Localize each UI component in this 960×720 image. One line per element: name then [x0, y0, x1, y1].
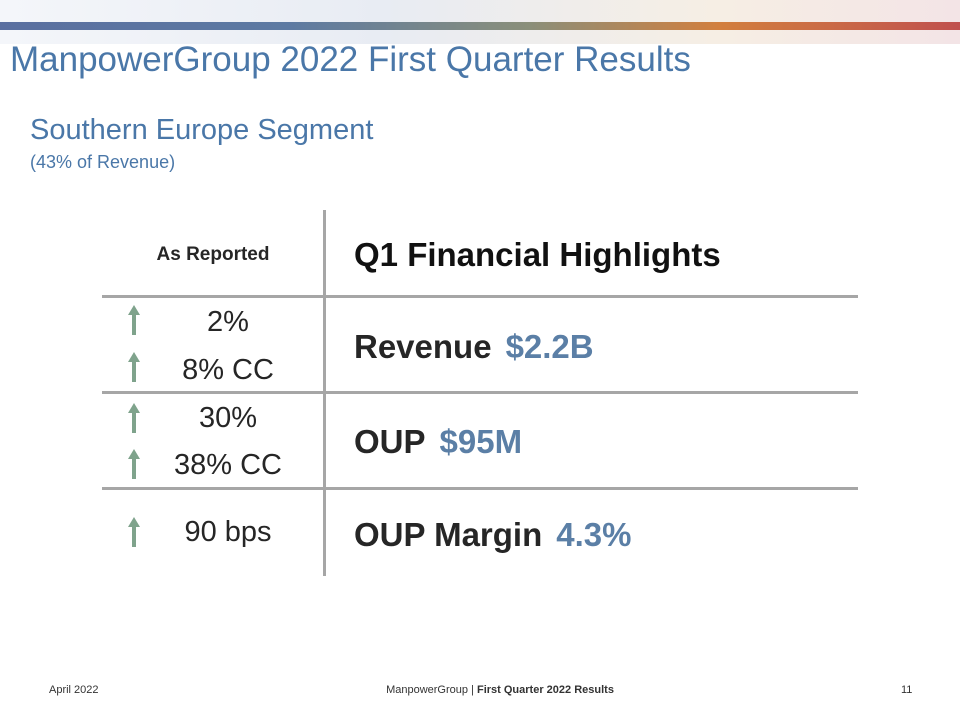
- footer-date: April 2022: [49, 684, 99, 696]
- table-divider-1: [102, 295, 858, 298]
- page-title: ManpowerGroup 2022 First Quarter Results: [10, 40, 691, 79]
- up-arrow-icon: [128, 449, 140, 479]
- up-arrow-icon: [128, 305, 140, 335]
- footer-report-title: First Quarter 2022 Results: [476, 684, 614, 696]
- highlights-header: Q1 Financial Highlights: [354, 236, 721, 273]
- up-arrow-icon: [128, 352, 140, 382]
- footer-separator: |: [471, 684, 474, 696]
- page-number: 11: [901, 684, 913, 696]
- revenue-label: Revenue: [354, 328, 492, 365]
- revenue-change-cc: 8% CC: [182, 354, 274, 386]
- oup-change-cc: 38% CC: [174, 449, 282, 481]
- up-arrow-icon: [128, 517, 140, 547]
- oup-row: OUP $95M: [354, 423, 522, 461]
- revenue-change: 2%: [207, 306, 249, 338]
- revenue-share-note: (43% of Revenue): [30, 152, 176, 172]
- revenue-value: $2.2B: [505, 328, 594, 365]
- header-stripe: [0, 22, 960, 30]
- footer-company: ManpowerGroup: [386, 684, 468, 696]
- footer-center: ManpowerGroup | First Quarter 2022 Resul…: [0, 684, 960, 696]
- oup-margin-row: OUP Margin 4.3%: [354, 516, 631, 554]
- up-arrow-icon: [128, 403, 140, 433]
- oup-margin-value: 4.3%: [556, 516, 632, 553]
- as-reported-header: As Reported: [156, 244, 270, 265]
- table-divider-2: [102, 391, 858, 394]
- oup-change: 30%: [198, 402, 258, 434]
- revenue-row: Revenue $2.2B: [354, 328, 594, 366]
- oup-label: OUP: [354, 423, 426, 460]
- oup-value: $95M: [439, 423, 523, 460]
- oup-margin-change: 90 bps: [184, 516, 272, 548]
- segment-title: Southern Europe Segment: [30, 114, 374, 146]
- table-divider-3: [102, 487, 858, 490]
- oup-margin-label: OUP Margin: [354, 516, 543, 553]
